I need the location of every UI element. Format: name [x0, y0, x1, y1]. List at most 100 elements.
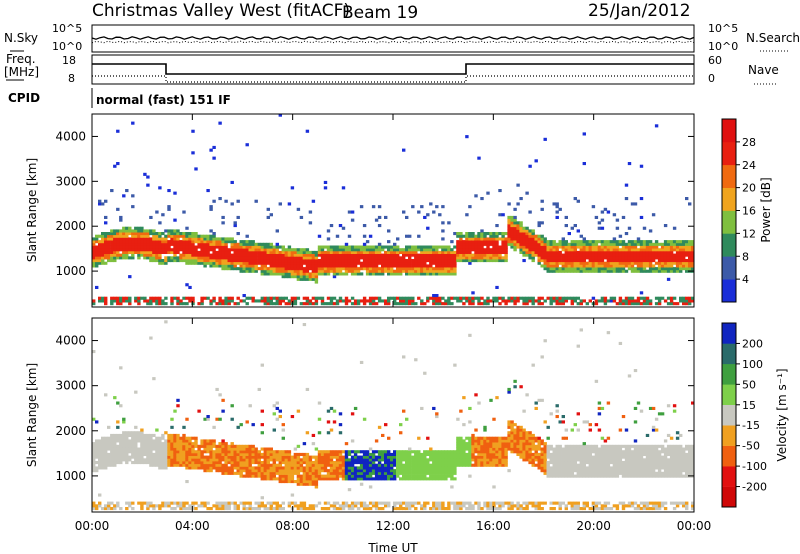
echo-cell: [332, 477, 337, 481]
echo-cell: [230, 237, 234, 241]
echo-cell: [209, 466, 213, 470]
echo-cell: [390, 471, 394, 475]
echo-cell: [269, 501, 273, 505]
echo-cell: [113, 240, 117, 244]
echo-cell: [233, 245, 237, 249]
echo-cell: [594, 269, 599, 273]
echo-cell: [516, 439, 520, 443]
echo-cell: [176, 299, 180, 303]
echo-cell: [302, 474, 307, 478]
echo-cell: [429, 466, 433, 470]
echo-cell: [347, 463, 352, 467]
echo-cell: [426, 469, 430, 473]
echo-cell: [314, 466, 319, 470]
echo-cell: [311, 253, 316, 257]
echo-cell: [669, 264, 674, 268]
echo-cell: [435, 469, 439, 473]
echo-cell: [125, 461, 129, 465]
echo-cell: [666, 277, 671, 281]
echo-cell: [501, 232, 505, 236]
echo-cell: [561, 264, 565, 268]
echo-cell: [197, 240, 201, 244]
echo-cell: [465, 250, 469, 254]
echo-cell: [576, 242, 580, 246]
echo-cell: [347, 259, 352, 263]
echo-cell: [140, 253, 144, 257]
echo-cell: [107, 245, 111, 249]
echo-cell: [350, 250, 355, 254]
echo-cell: [137, 447, 141, 451]
echo-cell: [143, 461, 147, 465]
echo-cell: [447, 250, 451, 254]
echo-cell: [387, 466, 391, 470]
echo-cell: [582, 245, 586, 249]
echo-cell: [519, 433, 523, 437]
echo-cell: [116, 129, 120, 133]
echo-cell: [368, 461, 373, 465]
echo-cell: [215, 264, 219, 268]
echo-cell: [495, 296, 499, 300]
echo-cell: [501, 248, 505, 252]
echo-cell: [197, 455, 201, 459]
echo-cell: [95, 504, 99, 508]
echo-cell: [275, 450, 279, 454]
echo-cell: [299, 452, 304, 456]
echo-cell: [564, 267, 568, 271]
echo-cell: [408, 469, 412, 473]
echo-cell: [507, 507, 511, 511]
echo-cell: [203, 463, 207, 467]
echo-cell: [393, 458, 397, 462]
echo-cell: [498, 256, 502, 260]
echo-cell: [242, 294, 246, 298]
echo-cell: [537, 299, 541, 303]
echo-cell: [402, 261, 406, 265]
echo-cell: [260, 299, 264, 303]
echo-cell: [507, 447, 511, 451]
echo-cell: [149, 439, 153, 443]
echo-cell: [137, 234, 141, 238]
echo-cell: [365, 253, 370, 257]
echo-cell: [624, 264, 629, 268]
echo-cell: [516, 237, 520, 241]
echo-cell: [471, 299, 475, 303]
echo-cell: [477, 237, 481, 241]
echo-cell: [522, 234, 526, 238]
echo-cell: [200, 240, 204, 244]
echo-cell: [317, 417, 322, 421]
echo-cell: [341, 466, 346, 470]
echo-cell: [435, 474, 439, 478]
echo-cell: [444, 302, 448, 306]
echo-cell: [507, 433, 511, 437]
echo-cell: [125, 442, 129, 446]
echo-cell: [335, 250, 340, 254]
echo-cell: [402, 469, 406, 473]
echo-cell: [615, 259, 620, 263]
echo-cell: [110, 296, 114, 300]
echo-cell: [95, 259, 99, 263]
echo-cell: [453, 455, 457, 459]
echo-cell: [260, 248, 264, 252]
echo-cell: [110, 189, 114, 193]
echo-cell: [101, 507, 105, 511]
echo-cell: [302, 250, 307, 254]
echo-cell: [149, 299, 153, 303]
echo-cell: [116, 232, 120, 236]
echo-cell: [290, 275, 295, 279]
echo-cell: [263, 469, 267, 473]
echo-cell: [654, 245, 659, 249]
echo-cell: [293, 259, 298, 263]
echo-cell: [462, 234, 466, 238]
echo-cell: [254, 469, 258, 473]
echo-cell: [456, 232, 460, 236]
echo-cell: [275, 248, 279, 252]
echo-cell: [603, 256, 608, 260]
echo-cell: [417, 458, 421, 462]
echo-cell: [203, 469, 207, 473]
echo-cell: [359, 469, 364, 473]
echo-cell: [179, 439, 183, 443]
echo-cell: [167, 433, 171, 437]
echo-cell: [290, 501, 295, 505]
echo-cell: [293, 250, 298, 254]
echo-cell: [549, 296, 553, 300]
echo-cell: [245, 143, 249, 147]
